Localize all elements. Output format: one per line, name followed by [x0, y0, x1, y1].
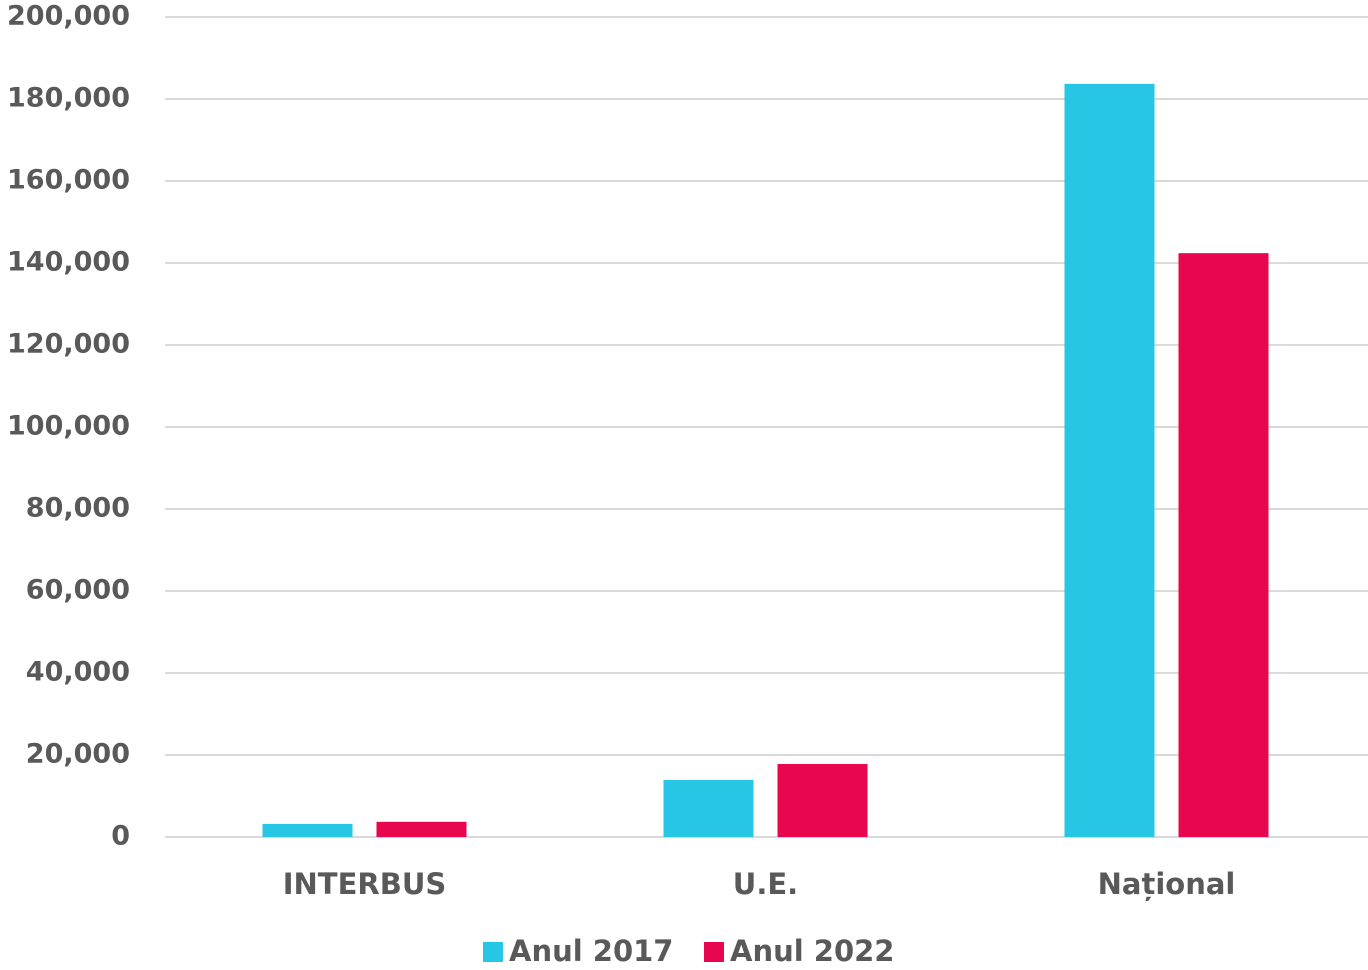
x-tick-label: Național	[1098, 867, 1236, 901]
y-tick-label: 40,000	[26, 657, 130, 688]
y-tick-label: 180,000	[7, 83, 130, 114]
bar	[1064, 83, 1155, 837]
bar	[376, 821, 467, 837]
legend-swatch	[483, 942, 503, 962]
y-tick-label: 20,000	[26, 739, 130, 770]
y-tick-label: 120,000	[7, 329, 130, 360]
legend-label: Anul 2022	[730, 934, 894, 968]
x-tick-label: INTERBUS	[283, 867, 447, 901]
bar	[1178, 253, 1269, 837]
bar	[777, 764, 868, 837]
y-tick-label: 60,000	[26, 575, 130, 606]
legend-swatch	[704, 942, 724, 962]
y-tick-label: 200,000	[7, 1, 130, 32]
bar	[663, 780, 754, 837]
y-tick-label: 160,000	[7, 165, 130, 196]
y-tick-label: 100,000	[7, 411, 130, 442]
y-tick-label: 80,000	[26, 493, 130, 524]
legend-label: Anul 2017	[509, 934, 673, 968]
y-tick-label: 140,000	[7, 247, 130, 278]
x-tick-label: U.E.	[733, 867, 798, 901]
bar	[262, 823, 353, 837]
y-tick-label: 0	[111, 821, 130, 852]
